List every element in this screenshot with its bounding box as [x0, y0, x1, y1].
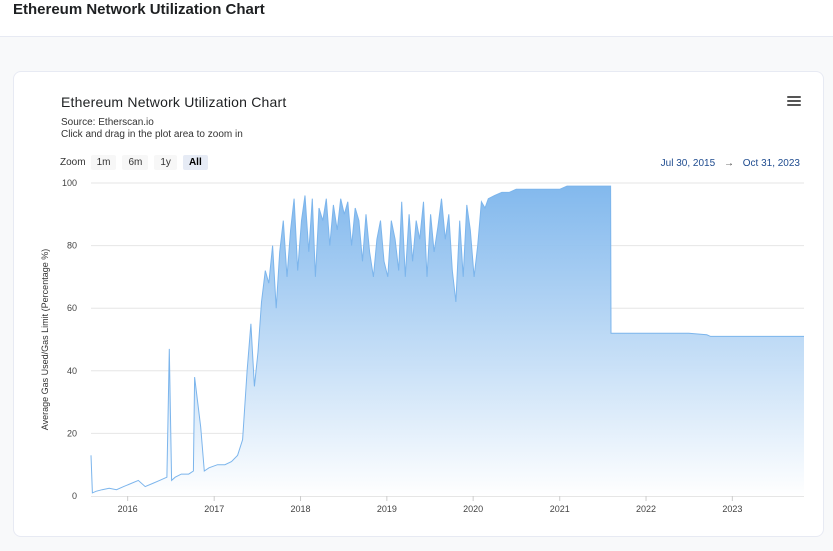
x-tick-label: 2016 [118, 504, 138, 514]
zoom-label: Zoom [60, 157, 86, 168]
y-tick-label: 20 [67, 428, 77, 438]
range-from[interactable]: Jul 30, 2015 [660, 158, 716, 169]
hamburger-menu-icon[interactable] [787, 96, 801, 108]
x-tick-label: 2021 [550, 504, 570, 514]
date-range: Jul 30, 2015 → Oct 31, 2023 [661, 158, 800, 169]
range-to[interactable]: Oct 31, 2023 [742, 158, 800, 169]
top-strip [0, 0, 833, 37]
chart-card: Ethereum Network Utilization Chart Sourc… [13, 71, 824, 537]
y-tick-label: 60 [67, 303, 77, 313]
zoom-1y-button[interactable]: 1y [154, 155, 177, 170]
chart-subtitle: Source: Etherscan.io Click and drag in t… [61, 117, 243, 141]
chart-plot[interactable]: 0 20 40 60 80 100 2016 2017 2018 2019 2020 2021 202… [14, 72, 823, 536]
series-line [90, 185, 804, 494]
y-tick-label: 80 [67, 241, 77, 251]
zoom-1m-button[interactable]: 1m [90, 155, 117, 170]
x-tick-label: 2017 [204, 504, 224, 514]
y-tick-label: 0 [72, 491, 77, 501]
zoom-all-button[interactable]: All [182, 155, 208, 170]
x-tick-label: 2018 [291, 504, 311, 514]
chart-source: Source: Etherscan.io [61, 117, 154, 128]
page-title: Ethereum Network Utilization Chart [13, 1, 265, 18]
x-tick-label: 2019 [377, 504, 397, 514]
x-axis-ticks: 2016 2017 2018 2019 2020 2021 2022 2023 [118, 496, 742, 514]
x-tick-label: 2020 [463, 504, 483, 514]
range-arrow: → [723, 158, 734, 169]
series-area [91, 186, 804, 496]
y-tick-label: 40 [67, 366, 77, 376]
chart-hint: Click and drag in the plot area to zoom … [61, 129, 243, 140]
zoom-6m-button[interactable]: 6m [122, 155, 149, 170]
chart-title: Ethereum Network Utilization Chart [61, 94, 287, 110]
y-axis-ticks: 0 20 40 60 80 100 [62, 178, 77, 501]
y-axis-title: Average Gas Used/Gas Limit (Percentage %… [40, 249, 50, 430]
x-tick-label: 2023 [722, 504, 742, 514]
zoom-controls: Zoom 1m 6m 1y All [60, 155, 214, 170]
x-tick-label: 2022 [636, 504, 656, 514]
y-tick-label: 100 [62, 178, 77, 188]
